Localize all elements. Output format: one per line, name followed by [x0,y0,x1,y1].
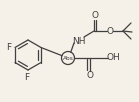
Text: Abs: Abs [63,55,73,60]
Text: OH: OH [106,54,120,63]
Circle shape [61,52,75,64]
Text: O: O [86,72,94,80]
Text: O: O [106,27,114,35]
Text: NH: NH [72,37,86,45]
Text: F: F [6,43,12,52]
Text: O: O [91,11,99,19]
Text: F: F [24,73,30,81]
